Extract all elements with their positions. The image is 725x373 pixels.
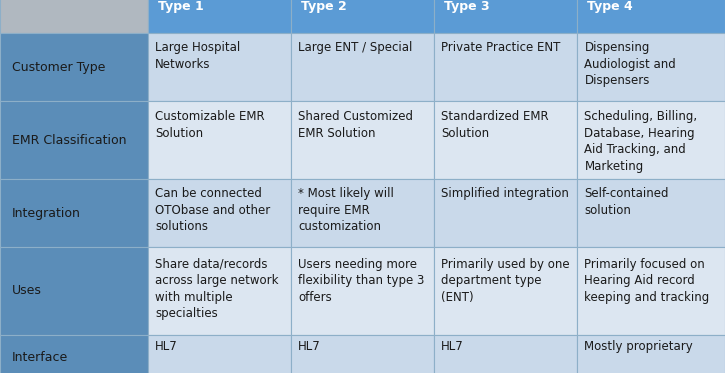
Text: Primarily focused on
Hearing Aid record
keeping and tracking: Primarily focused on Hearing Aid record …: [584, 258, 710, 304]
Text: Scheduling, Billing,
Database, Hearing
Aid Tracking, and
Marketing: Scheduling, Billing, Database, Hearing A…: [584, 110, 697, 173]
Bar: [434, 247, 577, 335]
Text: Shared Customized
EMR Solution: Shared Customized EMR Solution: [298, 110, 413, 140]
Bar: [577, 247, 725, 335]
Text: Large Hospital
Networks: Large Hospital Networks: [155, 41, 241, 70]
Text: Mostly proprietary: Mostly proprietary: [584, 341, 693, 353]
Text: Type 4: Type 4: [587, 0, 633, 13]
Bar: [577, 33, 725, 101]
Text: Dispensing
Audiologist and
Dispensers: Dispensing Audiologist and Dispensers: [584, 41, 676, 87]
Bar: [0, 0, 148, 33]
Text: Interface: Interface: [12, 351, 68, 364]
Bar: [291, 33, 434, 101]
Bar: [434, 335, 577, 373]
Bar: [291, 247, 434, 335]
Bar: [434, 101, 577, 179]
Text: Uses: Uses: [12, 285, 42, 298]
Text: Simplified integration: Simplified integration: [441, 187, 569, 200]
Bar: [434, 33, 577, 101]
Text: Type 2: Type 2: [301, 0, 347, 13]
Bar: [0, 179, 148, 247]
Text: Share data/records
across large network
with multiple
specialties: Share data/records across large network …: [155, 258, 278, 320]
Text: Private Practice ENT: Private Practice ENT: [441, 41, 560, 54]
Text: Customizable EMR
Solution: Customizable EMR Solution: [155, 110, 265, 140]
Bar: [577, 179, 725, 247]
Text: HL7: HL7: [298, 341, 321, 353]
Text: Primarily used by one
department type
(ENT): Primarily used by one department type (E…: [441, 258, 570, 304]
Text: Self-contained
solution: Self-contained solution: [584, 187, 669, 217]
Bar: [148, 33, 291, 101]
Text: Customer Type: Customer Type: [12, 60, 105, 73]
Bar: [0, 33, 148, 101]
Bar: [434, 0, 577, 33]
Text: HL7: HL7: [155, 341, 178, 353]
Bar: [577, 0, 725, 33]
Text: HL7: HL7: [441, 341, 464, 353]
Text: Integration: Integration: [12, 207, 80, 219]
Bar: [0, 101, 148, 179]
Bar: [148, 247, 291, 335]
Bar: [291, 179, 434, 247]
Text: Large ENT / Special: Large ENT / Special: [298, 41, 413, 54]
Text: Standardized EMR
Solution: Standardized EMR Solution: [441, 110, 549, 140]
Text: EMR Classification: EMR Classification: [12, 134, 126, 147]
Bar: [291, 335, 434, 373]
Text: Type 1: Type 1: [158, 0, 204, 13]
Bar: [291, 101, 434, 179]
Text: * Most likely will
require EMR
customization: * Most likely will require EMR customiza…: [298, 187, 394, 233]
Text: Can be connected
OTObase and other
solutions: Can be connected OTObase and other solut…: [155, 187, 270, 233]
Bar: [291, 0, 434, 33]
Bar: [0, 247, 148, 335]
Bar: [434, 179, 577, 247]
Bar: [148, 101, 291, 179]
Bar: [577, 101, 725, 179]
Text: Users needing more
flexibility than type 3
offers: Users needing more flexibility than type…: [298, 258, 425, 304]
Bar: [0, 335, 148, 373]
Text: Type 3: Type 3: [444, 0, 489, 13]
Bar: [577, 335, 725, 373]
Bar: [148, 335, 291, 373]
Bar: [148, 179, 291, 247]
Bar: [148, 0, 291, 33]
